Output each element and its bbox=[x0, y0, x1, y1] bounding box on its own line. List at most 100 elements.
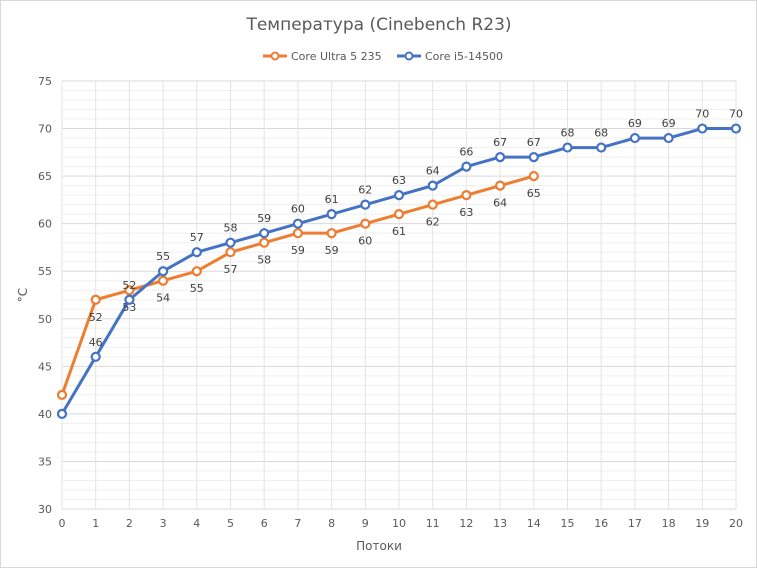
data-point bbox=[495, 151, 506, 163]
data-point bbox=[427, 180, 438, 191]
data-point bbox=[730, 123, 742, 134]
data-label: 68 bbox=[594, 127, 608, 140]
x-tick-label: 16 bbox=[594, 517, 608, 530]
gridlines bbox=[61, 80, 737, 510]
x-tick-label: 18 bbox=[662, 517, 676, 530]
data-label: 66 bbox=[459, 146, 473, 159]
data-point bbox=[56, 389, 68, 400]
data-point bbox=[191, 266, 202, 277]
data-point bbox=[158, 275, 169, 286]
data-label: 60 bbox=[358, 235, 372, 248]
data-label: 52 bbox=[89, 311, 103, 324]
data-point bbox=[326, 228, 337, 239]
data-point bbox=[124, 285, 135, 296]
legend: Core Ultra 5 235 Core i5-14500 bbox=[263, 50, 503, 63]
series-lines: 52 53 54 55 57 58 59 59 60 61 62 63 64 65 46 52 55 57 58 59… bbox=[56, 108, 743, 419]
y-tick-label: 40 bbox=[38, 408, 52, 421]
data-label: 57 bbox=[190, 231, 204, 244]
x-tick-label: 13 bbox=[493, 517, 507, 530]
x-tick-label: 19 bbox=[695, 517, 709, 530]
data-point bbox=[124, 294, 135, 305]
data-point bbox=[495, 180, 506, 191]
x-tick-label: 11 bbox=[426, 517, 440, 530]
x-tick-label: 12 bbox=[459, 517, 473, 530]
x-tick-label: 2 bbox=[126, 517, 133, 530]
y-tick-label: 50 bbox=[38, 313, 52, 326]
data-point bbox=[158, 266, 169, 277]
data-label: 70 bbox=[695, 108, 709, 121]
data-point bbox=[225, 237, 236, 248]
data-point bbox=[528, 171, 539, 182]
data-label: 61 bbox=[325, 193, 339, 206]
data-point bbox=[393, 190, 405, 201]
data-label: 70 bbox=[729, 108, 743, 121]
x-tick-label: 15 bbox=[561, 517, 575, 530]
x-tick-label: 0 bbox=[59, 517, 66, 530]
data-label: 54 bbox=[156, 292, 170, 305]
data-label: 67 bbox=[527, 136, 541, 149]
data-label: 63 bbox=[392, 174, 406, 187]
data-label: 62 bbox=[426, 216, 440, 229]
x-tick-label: 14 bbox=[527, 517, 541, 530]
data-label: 64 bbox=[493, 197, 507, 210]
legend-marker bbox=[404, 51, 414, 61]
x-tick-label: 7 bbox=[294, 517, 301, 530]
data-label: 59 bbox=[325, 244, 339, 257]
data-point bbox=[461, 161, 472, 172]
legend-label: Core Ultra 5 235 bbox=[291, 50, 382, 63]
y-tick-label: 75 bbox=[38, 75, 52, 88]
x-tick-label: 6 bbox=[261, 517, 268, 530]
y-axis-label: °C bbox=[16, 288, 30, 302]
data-point bbox=[360, 218, 371, 229]
y-tick-label: 70 bbox=[38, 123, 52, 136]
data-label: 46 bbox=[89, 336, 103, 349]
chart-title: Температура (Cinebench R23) bbox=[245, 15, 511, 35]
legend-marker bbox=[270, 51, 280, 61]
data-label: 53 bbox=[122, 301, 136, 314]
data-point bbox=[56, 408, 68, 419]
data-point bbox=[225, 247, 236, 258]
legend-label: Core i5-14500 bbox=[425, 50, 503, 63]
data-label: 67 bbox=[493, 136, 507, 149]
data-point bbox=[393, 209, 405, 220]
data-label: 60 bbox=[291, 203, 305, 216]
data-point bbox=[259, 228, 270, 239]
x-tick-label: 9 bbox=[362, 517, 369, 530]
y-tick-label: 35 bbox=[38, 455, 52, 468]
y-tick-label: 45 bbox=[38, 360, 52, 373]
data-point bbox=[596, 142, 607, 153]
x-tick-label: 10 bbox=[392, 517, 406, 530]
data-label: 58 bbox=[224, 222, 238, 235]
data-point bbox=[191, 247, 202, 258]
data-point bbox=[292, 228, 303, 239]
data-label: 62 bbox=[358, 184, 372, 197]
data-label: 57 bbox=[224, 263, 238, 276]
data-point bbox=[629, 132, 641, 144]
data-point bbox=[326, 209, 337, 220]
x-tick-label: 8 bbox=[328, 517, 335, 530]
x-axis-label: Потоки bbox=[356, 539, 402, 553]
data-label: 68 bbox=[561, 127, 575, 140]
x-tick-label: 17 bbox=[628, 517, 642, 530]
y-tick-label: 55 bbox=[38, 265, 52, 278]
data-label: 59 bbox=[257, 212, 271, 225]
data-label: 69 bbox=[628, 117, 642, 130]
data-point bbox=[697, 123, 708, 134]
y-tick-label: 30 bbox=[38, 503, 52, 516]
data-point bbox=[528, 151, 539, 163]
x-tick-label: 5 bbox=[227, 517, 234, 530]
data-point bbox=[360, 199, 371, 210]
data-point bbox=[663, 132, 674, 144]
data-label: 58 bbox=[257, 254, 271, 267]
data-point bbox=[90, 351, 101, 362]
data-label: 61 bbox=[392, 225, 406, 238]
x-tick-label: 20 bbox=[729, 517, 743, 530]
data-label: 52 bbox=[122, 279, 136, 292]
data-label: 55 bbox=[190, 282, 204, 295]
data-label: 64 bbox=[426, 165, 440, 178]
y-tick-label: 60 bbox=[38, 218, 52, 231]
data-label: 55 bbox=[156, 250, 170, 263]
